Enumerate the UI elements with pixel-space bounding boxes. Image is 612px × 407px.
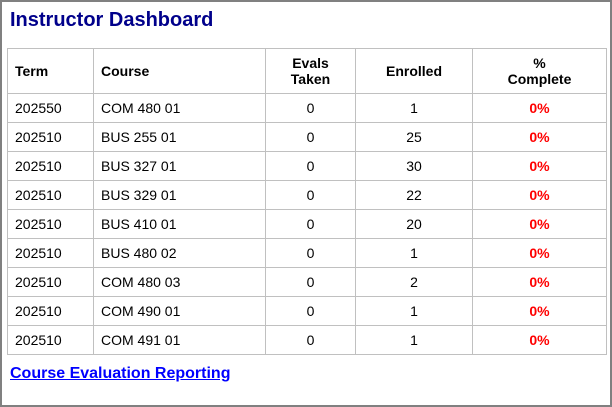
header-term: Term bbox=[7, 48, 94, 94]
term-cell: 202510 bbox=[7, 209, 94, 239]
header-pct-complete: % Complete bbox=[472, 48, 607, 94]
term-cell: 202510 bbox=[7, 296, 94, 326]
course-cell: BUS 329 01 bbox=[93, 180, 266, 210]
pct-complete-cell: 0% bbox=[472, 325, 607, 355]
table-row: 202550 COM 480 01 0 1 0% bbox=[7, 93, 607, 123]
table-body: 202550 COM 480 01 0 1 0% 202510 BUS 255 01 0 25 0… bbox=[7, 93, 607, 355]
course-cell: BUS 327 01 bbox=[93, 151, 266, 181]
term-cell: 202510 bbox=[7, 238, 94, 268]
enrolled-cell: 1 bbox=[355, 296, 473, 326]
term-cell: 202550 bbox=[7, 93, 94, 123]
table-row: 202510 COM 490 01 0 1 0% bbox=[7, 296, 607, 326]
header-evals-taken: Evals Taken bbox=[265, 48, 356, 94]
term-cell: 202510 bbox=[7, 325, 94, 355]
enrolled-cell: 1 bbox=[355, 238, 473, 268]
evals-taken-cell: 0 bbox=[265, 325, 356, 355]
term-cell: 202510 bbox=[7, 122, 94, 152]
table-row: 202510 COM 480 03 0 2 0% bbox=[7, 267, 607, 297]
pct-complete-cell: 0% bbox=[472, 180, 607, 210]
evals-taken-cell: 0 bbox=[265, 296, 356, 326]
course-cell: COM 480 01 bbox=[93, 93, 266, 123]
enrolled-cell: 1 bbox=[355, 93, 473, 123]
pct-complete-cell: 0% bbox=[472, 93, 607, 123]
pct-complete-cell: 0% bbox=[472, 209, 607, 239]
enrolled-cell: 25 bbox=[355, 122, 473, 152]
evals-taken-cell: 0 bbox=[265, 180, 356, 210]
course-cell: BUS 255 01 bbox=[93, 122, 266, 152]
pct-complete-cell: 0% bbox=[472, 238, 607, 268]
evals-taken-cell: 0 bbox=[265, 267, 356, 297]
course-cell: COM 491 01 bbox=[93, 325, 266, 355]
course-cell: COM 480 03 bbox=[93, 267, 266, 297]
table-row: 202510 BUS 480 02 0 1 0% bbox=[7, 238, 607, 268]
term-cell: 202510 bbox=[7, 180, 94, 210]
table-header: Term Course Evals Taken Enrolled % Compl… bbox=[7, 48, 607, 94]
term-cell: 202510 bbox=[7, 267, 94, 297]
table-row: 202510 BUS 255 01 0 25 0% bbox=[7, 122, 607, 152]
enrolled-cell: 20 bbox=[355, 209, 473, 239]
evals-taken-cell: 0 bbox=[265, 93, 356, 123]
page-title: Instructor Dashboard bbox=[10, 9, 214, 31]
term-cell: 202510 bbox=[7, 151, 94, 181]
pct-complete-cell: 0% bbox=[472, 122, 607, 152]
evals-taken-cell: 0 bbox=[265, 209, 356, 239]
enrolled-cell: 2 bbox=[355, 267, 473, 297]
evals-taken-cell: 0 bbox=[265, 238, 356, 268]
table-row: 202510 BUS 329 01 0 22 0% bbox=[7, 180, 607, 210]
enrolled-cell: 22 bbox=[355, 180, 473, 210]
course-evaluation-reporting-link[interactable]: Course Evaluation Reporting bbox=[10, 365, 231, 382]
course-cell: COM 490 01 bbox=[93, 296, 266, 326]
courses-table: Term Course Evals Taken Enrolled % Compl… bbox=[7, 48, 607, 355]
table-row: 202510 BUS 327 01 0 30 0% bbox=[7, 151, 607, 181]
pct-complete-cell: 0% bbox=[472, 151, 607, 181]
evals-taken-cell: 0 bbox=[265, 122, 356, 152]
table-row: 202510 COM 491 01 0 1 0% bbox=[7, 325, 607, 355]
header-enrolled: Enrolled bbox=[355, 48, 473, 94]
course-cell: BUS 480 02 bbox=[93, 238, 266, 268]
evals-taken-cell: 0 bbox=[265, 151, 356, 181]
table-row: 202510 BUS 410 01 0 20 0% bbox=[7, 209, 607, 239]
course-cell: BUS 410 01 bbox=[93, 209, 266, 239]
enrolled-cell: 1 bbox=[355, 325, 473, 355]
table-header-row: Term Course Evals Taken Enrolled % Compl… bbox=[7, 48, 607, 94]
enrolled-cell: 30 bbox=[355, 151, 473, 181]
pct-complete-cell: 0% bbox=[472, 267, 607, 297]
header-course: Course bbox=[93, 48, 266, 94]
pct-complete-cell: 0% bbox=[472, 296, 607, 326]
